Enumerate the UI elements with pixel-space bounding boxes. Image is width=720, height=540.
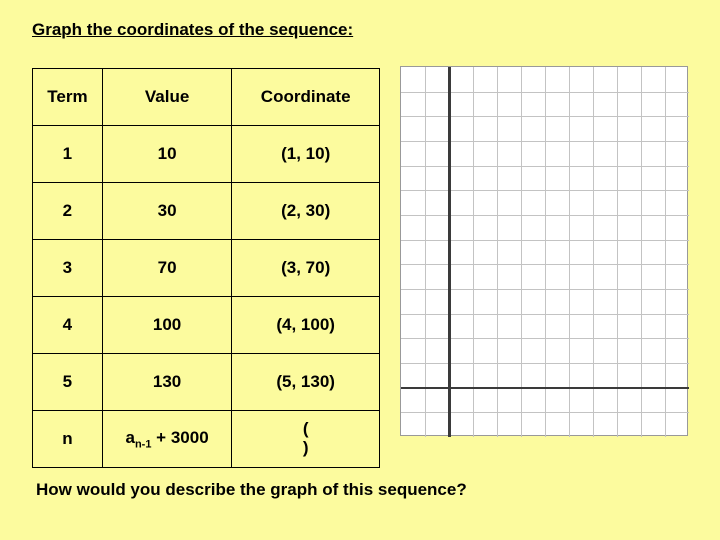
gridline-horizontal <box>401 141 689 142</box>
header-value: Value <box>102 69 232 126</box>
table-row: 4 100 (4, 100) <box>33 297 380 354</box>
table-header-row: Term Value Coordinate <box>33 69 380 126</box>
cell-coord: (4, 100) <box>232 297 380 354</box>
cell-value: 100 <box>102 297 232 354</box>
gridline-vertical <box>617 67 618 437</box>
cell-term: 1 <box>33 126 103 183</box>
cell-value: 10 <box>102 126 232 183</box>
cell-coord: (2, 30) <box>232 183 380 240</box>
gridline-vertical <box>545 67 546 437</box>
formula-suffix: + 3000 <box>151 428 208 447</box>
cell-term: 5 <box>33 354 103 411</box>
page-title: Graph the coordinates of the sequence: <box>32 20 353 40</box>
gridline-vertical <box>665 67 666 437</box>
table-row: 1 10 (1, 10) <box>33 126 380 183</box>
cell-term-n: n <box>33 411 103 468</box>
cell-value: 70 <box>102 240 232 297</box>
formula-subscript: n-1 <box>135 438 152 450</box>
header-term: Term <box>33 69 103 126</box>
gridline-horizontal <box>401 289 689 290</box>
y-axis <box>448 67 451 437</box>
gridline-vertical <box>569 67 570 437</box>
gridline-horizontal <box>401 264 689 265</box>
gridline-vertical <box>593 67 594 437</box>
paren-close: ) <box>232 439 379 458</box>
cell-term: 2 <box>33 183 103 240</box>
gridline-horizontal <box>401 363 689 364</box>
table-row: 2 30 (2, 30) <box>33 183 380 240</box>
gridline-horizontal <box>401 190 689 191</box>
cell-term: 4 <box>33 297 103 354</box>
cell-value: 130 <box>102 354 232 411</box>
gridline-horizontal <box>401 240 689 241</box>
gridline-vertical <box>425 67 426 437</box>
table-row: 5 130 (5, 130) <box>33 354 380 411</box>
table-row-formula: n an-1 + 3000 ( ) <box>33 411 380 468</box>
gridline-horizontal <box>401 92 689 93</box>
paren-open: ( <box>232 420 379 439</box>
gridline-horizontal <box>401 116 689 117</box>
cell-value: 30 <box>102 183 232 240</box>
x-axis <box>401 387 689 390</box>
gridline-horizontal <box>401 215 689 216</box>
gridline-vertical <box>497 67 498 437</box>
gridline-horizontal <box>401 166 689 167</box>
coordinate-grid <box>400 66 688 436</box>
sequence-table: Term Value Coordinate 1 10 (1, 10) 2 30 … <box>32 68 380 468</box>
gridline-horizontal <box>401 412 689 413</box>
formula-prefix: a <box>125 428 134 447</box>
cell-coord: (1, 10) <box>232 126 380 183</box>
cell-coord: (3, 70) <box>232 240 380 297</box>
footer-question: How would you describe the graph of this… <box>36 480 467 500</box>
gridline-vertical <box>641 67 642 437</box>
cell-value-formula: an-1 + 3000 <box>102 411 232 468</box>
header-coord: Coordinate <box>232 69 380 126</box>
cell-coord-blank: ( ) <box>232 411 380 468</box>
gridline-vertical <box>521 67 522 437</box>
cell-coord: (5, 130) <box>232 354 380 411</box>
cell-term: 3 <box>33 240 103 297</box>
gridline-horizontal <box>401 314 689 315</box>
gridline-vertical <box>473 67 474 437</box>
gridline-horizontal <box>401 338 689 339</box>
table-row: 3 70 (3, 70) <box>33 240 380 297</box>
